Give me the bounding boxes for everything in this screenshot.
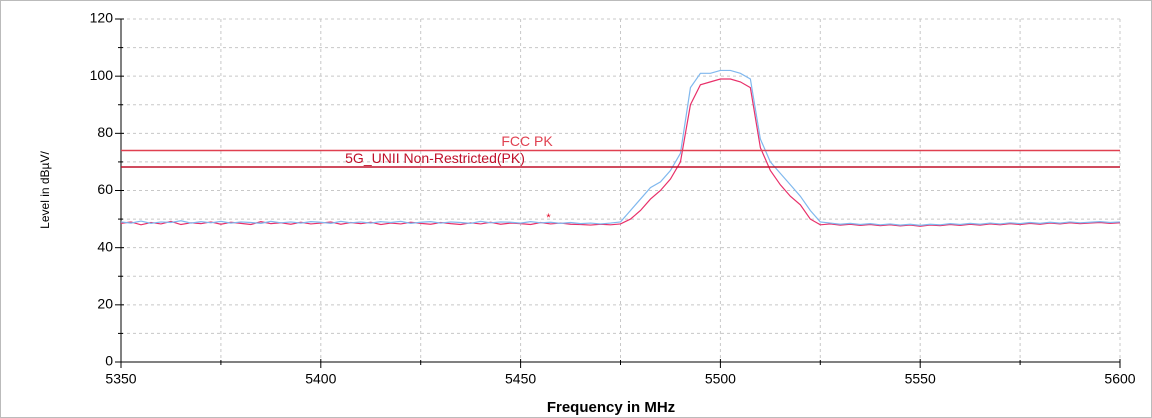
- trace: [120, 78, 1121, 227]
- y-axis-label: Level in dBµV/: [38, 151, 52, 229]
- x-axis-label: Frequency in MHz: [547, 399, 675, 416]
- trace: [120, 69, 1121, 226]
- x-tick-label: 5400: [305, 371, 336, 387]
- y-tick-label: 80: [97, 124, 113, 140]
- x-tick-label: 5550: [905, 371, 936, 387]
- y-tick-label: 100: [90, 67, 114, 83]
- y-tick-label: 0: [105, 353, 113, 369]
- limit-label: 5G_UNII Non-Restricted(PK): [345, 150, 525, 166]
- x-tick-label: 5450: [505, 371, 536, 387]
- y-tick-label: 120: [90, 10, 114, 26]
- limit-label: FCC PK: [501, 133, 553, 149]
- peak-marker: *: [546, 212, 551, 224]
- x-tick-label: 5350: [105, 371, 136, 387]
- y-tick-label: 40: [97, 238, 113, 254]
- y-tick-label: 60: [97, 181, 113, 197]
- x-tick-label: 5600: [1104, 371, 1135, 387]
- y-tick-label: 20: [97, 296, 113, 312]
- x-tick-label: 5500: [705, 371, 736, 387]
